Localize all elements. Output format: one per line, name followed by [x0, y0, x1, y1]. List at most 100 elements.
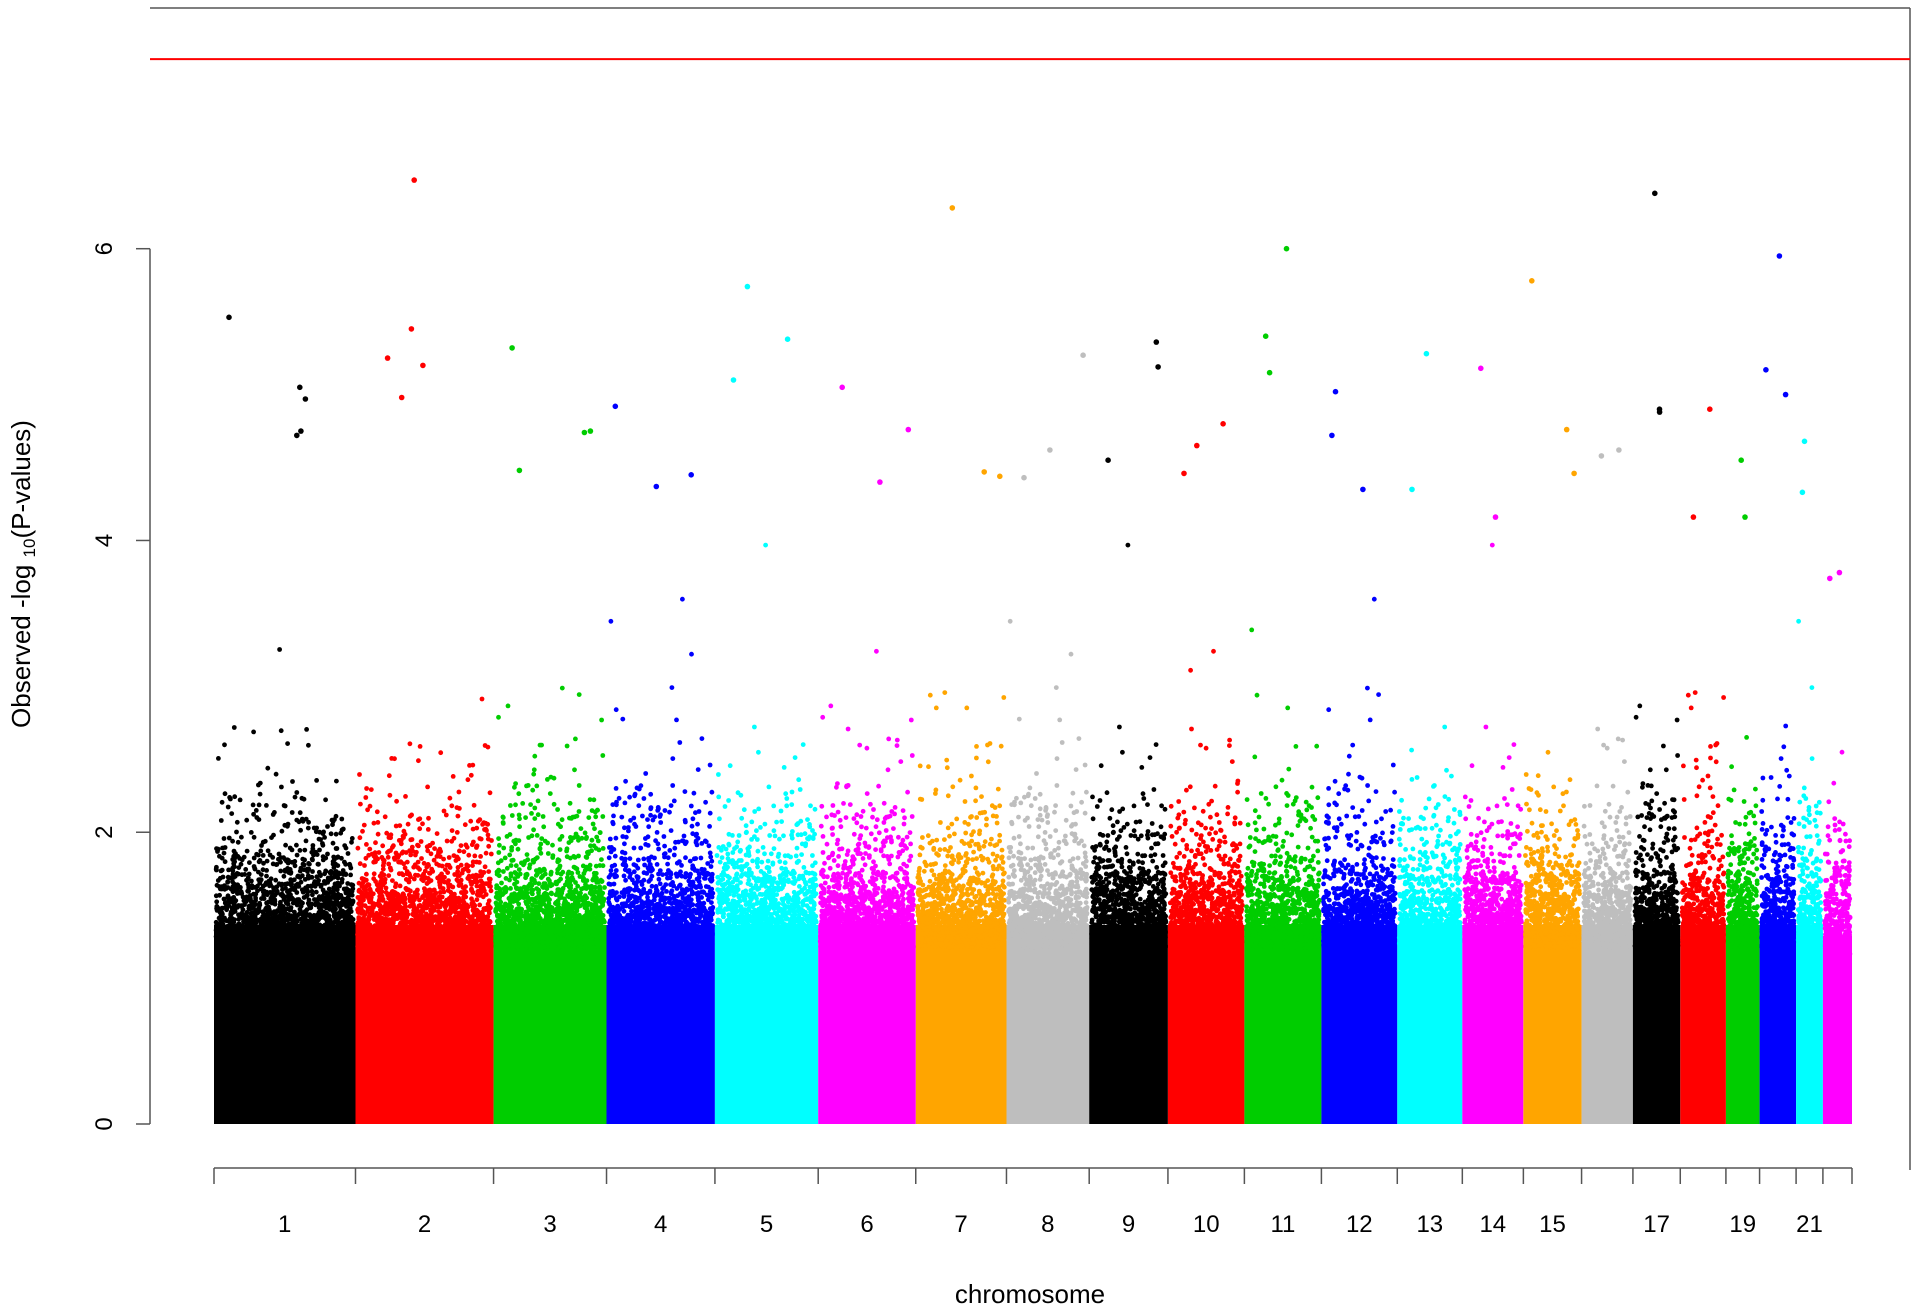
snp-point: [499, 880, 504, 886]
snp-point: [368, 911, 374, 917]
peak-snp-point: [420, 362, 426, 369]
snp-point: [429, 888, 435, 893]
snp-point: [251, 729, 256, 735]
snp-point: [362, 912, 368, 917]
snp-point: [438, 944, 444, 950]
snp-point: [404, 869, 410, 874]
snp-point: [344, 929, 350, 934]
snp-point: [421, 918, 426, 923]
snp-point: [278, 868, 284, 874]
snp-point: [535, 798, 541, 804]
snp-point: [282, 867, 288, 873]
snp-point: [322, 871, 327, 877]
snp-point: [296, 898, 302, 904]
snp-point: [231, 875, 237, 880]
snp-point: [280, 904, 286, 909]
snp-point: [270, 855, 276, 860]
snp-point: [277, 647, 282, 652]
snp-point: [299, 795, 305, 801]
snp-point: [344, 934, 349, 940]
snp-point: [217, 853, 222, 859]
snp-point: [293, 926, 299, 931]
snp-point: [279, 828, 285, 834]
snp-point: [508, 803, 513, 808]
snp-point: [272, 901, 278, 907]
snp-point: [416, 758, 421, 764]
snp-point: [405, 821, 411, 827]
snp-point: [551, 801, 557, 807]
snp-point: [471, 802, 477, 808]
snp-point: [407, 813, 413, 819]
snp-point: [449, 803, 455, 809]
snp-point: [504, 834, 510, 839]
snp-point: [241, 854, 247, 860]
snp-point: [218, 818, 224, 823]
snp-point: [446, 862, 452, 868]
snp-point: [232, 864, 237, 870]
snp-point: [451, 941, 457, 947]
snp-point: [337, 871, 343, 877]
snp-point: [290, 900, 296, 906]
snp-point: [314, 912, 320, 918]
snp-point: [310, 846, 316, 852]
snp-point: [478, 924, 484, 930]
snp-point: [231, 887, 237, 892]
snp-point: [261, 921, 266, 927]
snp-point: [264, 943, 269, 949]
snp-point: [456, 789, 462, 795]
snp-point: [225, 933, 230, 939]
snp-point: [489, 838, 494, 843]
snp-point: [600, 753, 606, 758]
snp-point: [446, 878, 451, 883]
snp-point: [317, 829, 322, 835]
snp-point: [600, 846, 606, 851]
snp-point: [488, 888, 494, 894]
snp-point: [343, 910, 349, 915]
snp-point: [464, 844, 470, 850]
snp-point: [576, 809, 582, 814]
snp-point: [559, 834, 565, 839]
snp-point: [229, 811, 235, 816]
snp-point: [487, 876, 493, 882]
snp-point: [349, 839, 354, 845]
snp-point: [389, 896, 395, 902]
snp-point: [260, 938, 265, 944]
snp-point: [437, 904, 443, 910]
snp-point: [306, 866, 312, 872]
snp-point: [567, 815, 572, 821]
snp-point: [485, 922, 490, 927]
snp-point: [283, 842, 288, 848]
snp-point: [455, 813, 461, 819]
snp-point: [347, 922, 353, 928]
snp-point: [545, 851, 551, 856]
snp-point: [279, 784, 284, 790]
snp-point: [470, 859, 476, 865]
snp-point: [328, 869, 334, 874]
snp-point: [392, 857, 398, 862]
snp-point: [586, 815, 592, 820]
snp-point: [578, 826, 584, 831]
snp-point: [307, 861, 312, 867]
snp-point: [246, 871, 252, 877]
snp-point: [386, 861, 392, 867]
snp-point: [502, 855, 508, 861]
snp-point: [496, 714, 501, 720]
snp-point: [386, 873, 392, 878]
snp-point: [222, 905, 228, 910]
snp-point: [220, 874, 226, 880]
snp-point: [432, 943, 437, 949]
snp-point: [440, 913, 446, 919]
snp-point: [254, 932, 260, 938]
snp-point: [382, 919, 388, 925]
snp-point: [547, 791, 553, 796]
snp-point: [257, 900, 262, 906]
snp-point: [496, 850, 502, 855]
snp-point: [408, 936, 414, 942]
snp-point: [333, 846, 339, 851]
snp-point: [250, 802, 256, 808]
snp-point: [483, 820, 489, 826]
snp-point: [596, 847, 602, 853]
snp-point: [487, 910, 492, 916]
snp-point: [550, 853, 556, 858]
snp-point: [487, 790, 493, 796]
